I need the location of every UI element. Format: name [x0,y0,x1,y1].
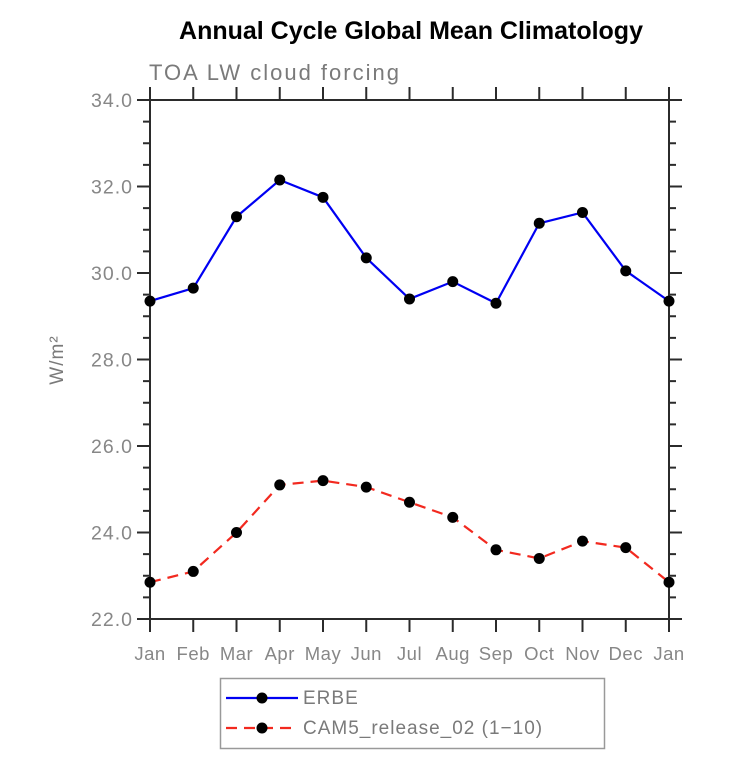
legend-label-erbe: ERBE [303,688,359,709]
data-point [447,276,459,288]
data-point [533,217,545,229]
y-tick-label: 26.0 [91,436,133,458]
series-line-1 [149,479,670,584]
x-tick-label: Aug [436,643,470,664]
data-point [490,544,502,556]
data-point [274,174,286,186]
x-tick-label: Dec [609,643,643,664]
x-tick-label: Jun [351,643,382,664]
data-point [360,481,372,493]
x-tick-label: Feb [177,643,210,664]
data-point [620,542,632,554]
legend: ERBE CAM5_release_02 (1−10) [219,677,606,750]
y-tick-label: 24.0 [91,523,133,545]
data-point [144,576,156,588]
x-tick-label: May [305,643,342,664]
legend-label-cam5: CAM5_release_02 (1−10) [303,718,543,739]
y-tick-label: 34.0 [91,90,133,112]
data-point [317,475,329,487]
data-point [447,511,459,523]
y-tick-label: 32.0 [91,177,133,199]
x-tick-label: Jan [653,643,684,664]
data-point [490,297,502,309]
data-point [663,576,675,588]
x-tick-label: Nov [565,643,600,664]
y-tick-label: 30.0 [91,263,133,285]
y-tick-label: 28.0 [91,350,133,372]
chart-title: Annual Cycle Global Mean Climatology [179,17,643,45]
data-point [144,295,156,307]
y-axis-label: W/m² [47,335,68,384]
x-tick-label: Jan [134,643,165,664]
data-point [533,552,545,564]
data-point [360,252,372,264]
chart-subtitle: TOA LW cloud forcing [149,60,401,85]
legend-marker-erbe [256,692,268,704]
legend-marker-cam5 [256,722,268,734]
data-point [620,265,632,277]
x-tick-label: Oct [524,643,554,664]
legend-box [219,677,606,750]
data-point [231,527,242,538]
data-point [577,206,588,218]
data-point [663,295,675,307]
data-point [317,191,329,203]
x-tick-label: Apr [265,643,295,664]
series-line-0 [149,178,670,305]
plot-area: 22.0 24.0 26.0 28.0 30.0 32.0 34.0 Jan Feb Mar Apr… [91,87,684,664]
data-point [187,565,199,577]
data-point [187,282,199,294]
data-point [404,496,415,508]
data-point [231,211,242,223]
data-point [404,293,415,305]
data-point [274,479,286,491]
x-tick-label: Mar [220,643,253,664]
y-tick-label: 22.0 [91,609,133,631]
x-tick-label: Jul [397,643,422,664]
plot-frame [149,99,670,620]
x-tick-label: Sep [479,643,513,664]
data-point [577,535,588,547]
